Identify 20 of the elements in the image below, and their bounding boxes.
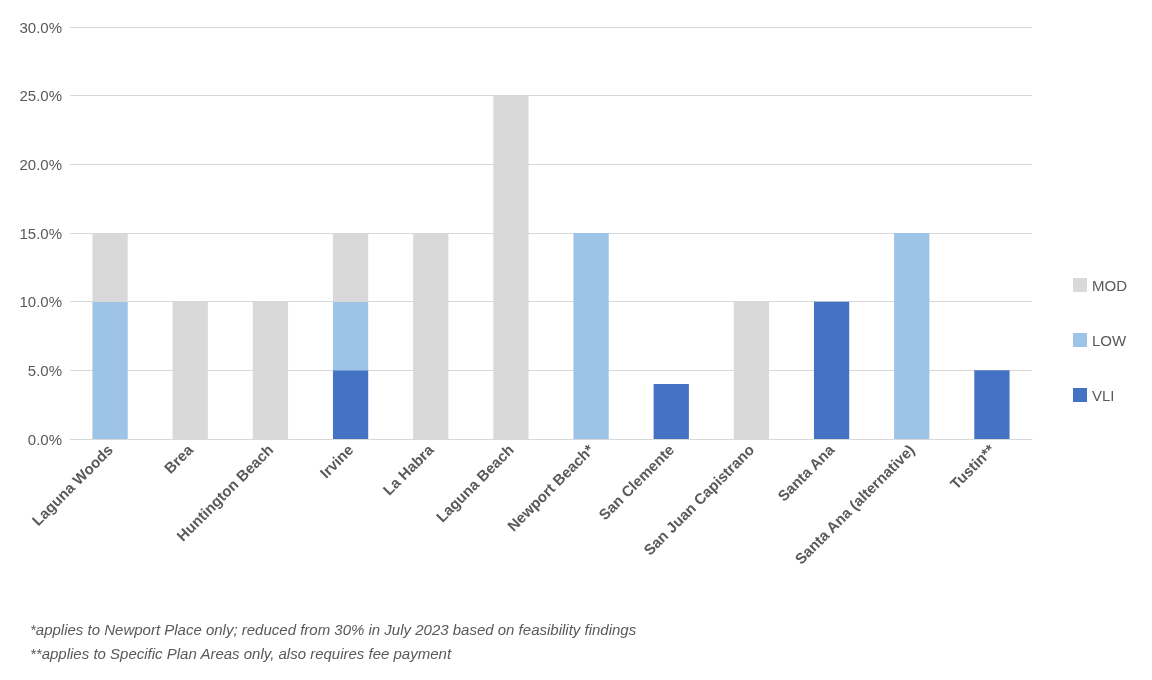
bar [653, 384, 689, 439]
text: **applies to Specific Plan Areas only, also requires fee payment [30, 645, 452, 662]
bar [894, 233, 930, 439]
bar [332, 370, 369, 439]
bar [573, 233, 609, 439]
y-tick-label: 15.0% [19, 224, 62, 242]
y-tick-label: 20.0% [19, 155, 62, 173]
bar [813, 301, 850, 439]
text: *applies to Newport Place only; reduced from 30% in July 2023 based on feasibility findings [30, 621, 637, 638]
y-tick-label: 5.0% [27, 361, 62, 379]
y-tick-label: 0.0% [27, 430, 62, 448]
bar [332, 301, 369, 371]
y-tick-label: 30.0% [19, 18, 62, 36]
legend-label: MOD [1092, 276, 1128, 294]
bar [974, 370, 1010, 439]
legend-label: LOW [1092, 331, 1128, 349]
legend-label: VLI [1092, 386, 1115, 404]
bar [92, 301, 128, 439]
y-tick-label: 10.0% [19, 293, 62, 311]
y-tick-label: 25.0% [19, 87, 62, 105]
